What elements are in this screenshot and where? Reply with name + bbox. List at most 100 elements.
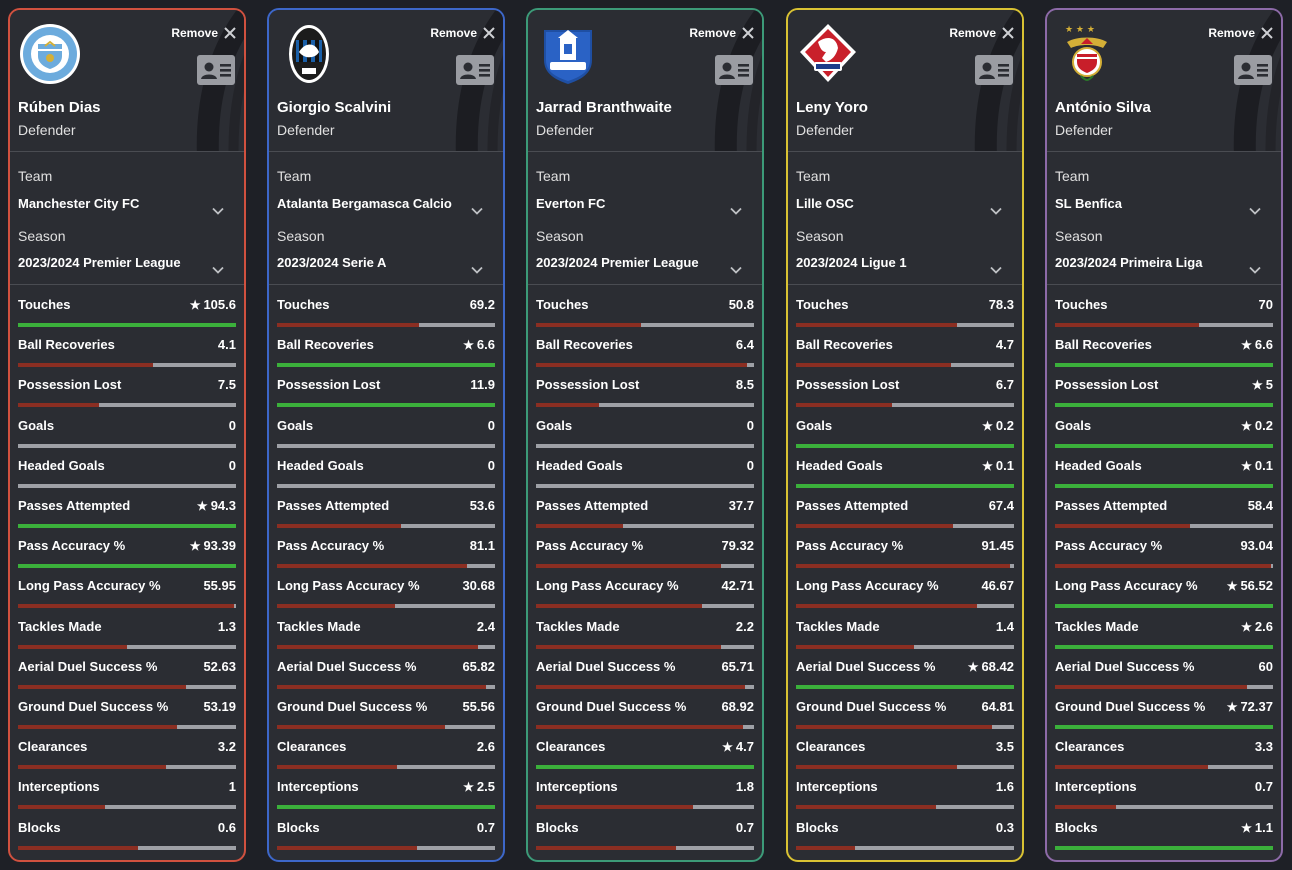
stat-value: 0 — [487, 457, 495, 473]
season-select[interactable]: 2023/2024 Premier League — [18, 255, 181, 270]
stat-row: Goals ★ 0.2 — [788, 410, 1022, 450]
stat-value: 46.67 — [981, 578, 1014, 594]
chevron-down-icon[interactable] — [990, 202, 1002, 215]
team-select[interactable]: SL Benfica — [1055, 196, 1122, 211]
remove-label: Remove — [689, 26, 736, 40]
chevron-down-icon[interactable] — [1249, 261, 1261, 274]
season-label: Season — [796, 228, 844, 244]
stat-bar-fill — [277, 725, 445, 729]
stat-label: Ball Recoveries — [18, 337, 115, 353]
stat-value: 60 — [1258, 658, 1273, 674]
stat-bar — [18, 805, 236, 810]
chevron-down-icon[interactable] — [990, 261, 1002, 274]
stat-value-wrap: ★ 6.6 — [463, 337, 495, 352]
stat-row: Goals 0 — [528, 410, 762, 450]
remove-button[interactable]: Remove — [949, 26, 1014, 40]
stat-label: Long Pass Accuracy % — [536, 578, 679, 594]
stat-row: Possession Lost 7.5 — [10, 369, 244, 409]
season-select[interactable]: 2023/2024 Serie A — [277, 255, 387, 270]
stat-label: Blocks — [536, 819, 579, 835]
stat-bar-fill — [1055, 323, 1199, 327]
stat-label: Aerial Duel Success % — [18, 658, 158, 674]
stat-bar-fill — [277, 363, 495, 368]
stat-value-wrap: 53.6 — [470, 498, 495, 513]
team-label: Team — [277, 168, 312, 184]
stat-value-wrap: 6.7 — [996, 377, 1014, 392]
team-select[interactable]: Everton FC — [536, 196, 606, 211]
remove-label: Remove — [430, 26, 477, 40]
id-card-icon[interactable] — [196, 54, 236, 86]
remove-button[interactable]: Remove — [689, 26, 754, 40]
stat-bar — [277, 564, 495, 569]
team-select[interactable]: Lille OSC — [796, 196, 854, 211]
stat-value-wrap: ★ 2.5 — [463, 779, 495, 794]
team-select[interactable]: Manchester City FC — [18, 196, 140, 211]
stat-row: Clearances 2.6 — [269, 731, 503, 771]
stat-bar — [1055, 483, 1273, 488]
stat-value-wrap: 0 — [488, 418, 495, 433]
stat-label: Ball Recoveries — [796, 337, 893, 353]
stat-bar-fill — [18, 564, 236, 569]
season-select[interactable]: 2023/2024 Primeira Liga — [1055, 255, 1203, 270]
chevron-down-icon[interactable] — [471, 202, 483, 215]
stat-value: 0.1 — [1254, 457, 1273, 473]
stat-bar-fill — [277, 323, 419, 327]
stat-row: Clearances 3.2 — [10, 731, 244, 771]
stat-label: Goals — [536, 417, 573, 433]
stat-value-wrap: 0.7 — [1255, 779, 1273, 794]
stat-row: Touches 78.3 — [788, 289, 1022, 329]
stat-bar — [536, 725, 754, 729]
chevron-down-icon[interactable] — [1249, 202, 1261, 215]
team-label: Team — [18, 168, 53, 184]
stat-value-wrap: 78.3 — [989, 297, 1014, 312]
id-card-icon[interactable] — [974, 54, 1014, 86]
id-card-icon[interactable] — [714, 54, 754, 86]
close-icon — [1261, 27, 1273, 39]
selectors: Team Everton FC Season 2023/2024 Premier Le… — [528, 152, 762, 285]
stat-bar-fill — [18, 805, 106, 810]
stat-bar-fill — [277, 403, 495, 408]
id-card-icon[interactable] — [1233, 54, 1273, 86]
id-card-icon[interactable] — [455, 54, 495, 86]
season-select[interactable]: 2023/2024 Ligue 1 — [796, 255, 907, 270]
chevron-down-icon[interactable] — [471, 261, 483, 274]
remove-button[interactable]: Remove — [1208, 26, 1273, 40]
player-position: Defender — [277, 122, 335, 138]
remove-button[interactable]: Remove — [171, 26, 236, 40]
star-icon: ★ — [722, 740, 733, 755]
stat-label: Goals — [277, 417, 314, 433]
stat-bar-fill — [796, 644, 914, 649]
stat-value: 53.6 — [469, 498, 495, 513]
chevron-down-icon[interactable] — [212, 261, 224, 274]
stat-label: Ball Recoveries — [1055, 337, 1152, 353]
season-label: Season — [536, 228, 584, 244]
stat-label: Goals — [18, 417, 55, 433]
stat-bar — [536, 564, 754, 569]
chevron-down-icon[interactable] — [730, 261, 742, 274]
stat-value-wrap: 2.6 — [477, 739, 495, 754]
stat-label: Ground Duel Success % — [18, 699, 169, 714]
stat-bar — [796, 644, 1014, 649]
chevron-down-icon[interactable] — [730, 202, 742, 215]
remove-button[interactable]: Remove — [430, 26, 495, 40]
stat-bar — [18, 604, 236, 609]
stat-value-wrap: 0 — [747, 418, 754, 433]
stat-row: Interceptions 1.6 — [788, 771, 1022, 811]
chevron-down-icon[interactable] — [212, 202, 224, 215]
stat-value: 55.56 — [462, 699, 495, 714]
stat-bar — [1055, 524, 1273, 528]
selectors: Team Manchester City FC Season 2023/2024 Pr… — [10, 152, 244, 285]
stat-label: Passes Attempted — [1055, 498, 1168, 513]
card-header: Remove Giorgio Scalvini Defender — [269, 10, 503, 152]
stat-value: 11.9 — [470, 377, 495, 393]
stat-bar — [277, 403, 495, 408]
stat-bar — [277, 765, 495, 770]
stat-value-wrap: 11.9 — [470, 377, 495, 392]
player-card: Remove Jarrad Branthwaite Defender Team Ever… — [526, 8, 764, 862]
season-select[interactable]: 2023/2024 Premier League — [536, 255, 699, 270]
stat-value: 50.8 — [728, 297, 754, 312]
stat-bar-fill — [796, 604, 977, 609]
stat-value-wrap: 65.71 — [721, 659, 754, 674]
team-select[interactable]: Atalanta Bergamasca Calcio — [277, 196, 452, 211]
stat-bar-fill — [796, 524, 953, 528]
